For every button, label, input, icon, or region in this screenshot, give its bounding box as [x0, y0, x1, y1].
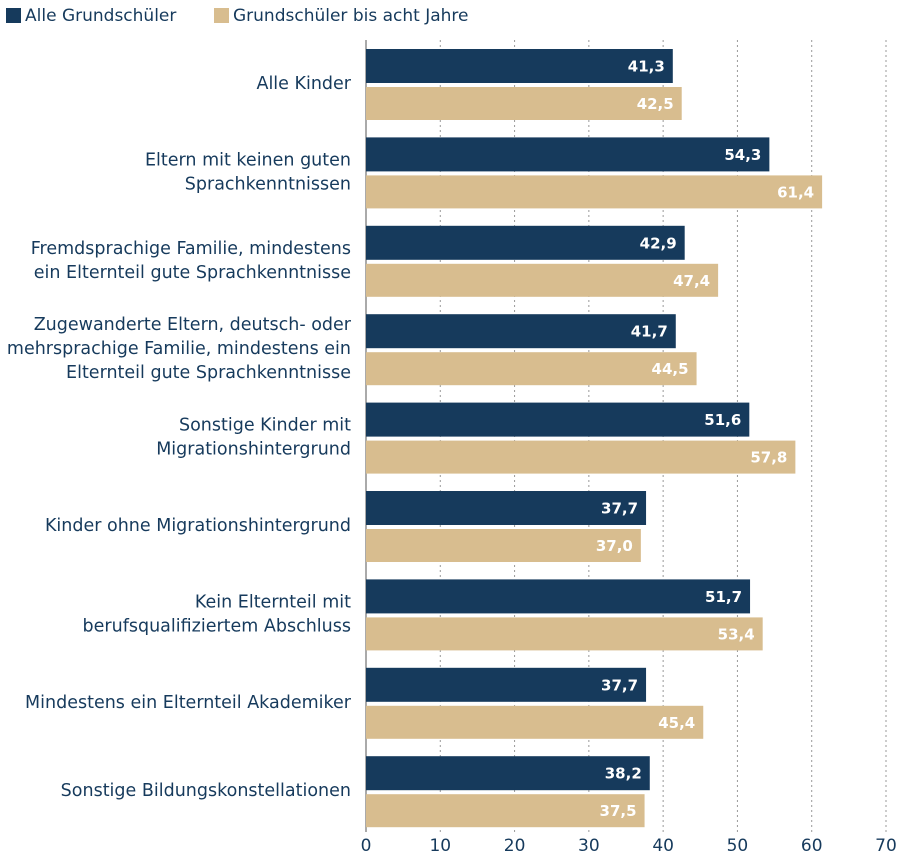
value-label: 51,7: [705, 588, 742, 606]
value-label: 41,3: [628, 58, 665, 76]
value-label: 54,3: [724, 146, 761, 164]
bar: [366, 705, 704, 739]
legend-label: Grundschüler bis acht Jahre: [233, 6, 469, 26]
x-tick-label: 70: [875, 836, 897, 856]
x-tick-label: 20: [504, 836, 526, 856]
value-label: 44,5: [652, 360, 689, 378]
bar: [366, 794, 645, 828]
x-tick-label: 40: [652, 836, 674, 856]
bar: [366, 440, 796, 474]
bar: [366, 617, 763, 651]
legend-swatch: [214, 8, 229, 23]
y-tick-label: Kein Elternteil mit berufsqualifiziertem …: [83, 592, 352, 636]
value-label: 37,7: [601, 500, 638, 518]
value-label: 51,6: [704, 411, 741, 429]
value-label: 57,8: [750, 449, 787, 467]
y-tick-label: Alle Kinder: [256, 74, 351, 94]
x-tick-label: 50: [727, 836, 749, 856]
bar: [366, 667, 647, 702]
value-label: 38,2: [605, 765, 642, 783]
legend-swatch: [6, 8, 21, 23]
bar: [366, 314, 676, 349]
y-tick-label: Sonstige Bildungskonstellationen: [61, 781, 351, 801]
bar: [366, 263, 719, 297]
value-label: 37,7: [601, 676, 638, 694]
x-tick-label: 10: [429, 836, 451, 856]
y-tick-label: Eltern mit keinen guten Sprachkenntnissen: [145, 150, 351, 194]
bar: [366, 529, 641, 562]
y-tick-label: Kinder ohne Migrationshintergrund: [45, 516, 351, 536]
bar: [366, 756, 650, 791]
x-tick-label: 30: [578, 836, 600, 856]
x-tick-label: 60: [801, 836, 823, 856]
x-tick-label: 0: [361, 836, 372, 856]
bar: [366, 579, 751, 614]
y-tick-label: Mindestens ein Elternteil Akademiker: [25, 693, 352, 713]
value-label: 61,4: [777, 183, 814, 201]
bar: [366, 175, 823, 209]
bar: [366, 225, 685, 260]
value-label: 42,5: [637, 95, 674, 113]
value-label: 47,4: [673, 272, 710, 290]
y-tick-label: Sonstige Kinder mit Migrationshintergrund: [156, 416, 351, 460]
bar: [366, 87, 682, 120]
value-label: 37,5: [600, 802, 637, 820]
bar: [366, 352, 697, 386]
value-label: 53,4: [718, 625, 755, 643]
legend-label: Alle Grundschüler: [25, 6, 176, 26]
bar: [366, 137, 770, 172]
y-tick-label: Zugewanderte Eltern, deutsch- oder mehrsp…: [7, 315, 352, 383]
bar: [366, 402, 750, 437]
value-label: 37,0: [596, 537, 633, 555]
bar: [366, 491, 647, 525]
value-label: 41,7: [631, 323, 668, 341]
bar: [366, 49, 673, 83]
y-tick-label: Fremdsprachige Familie, mindestens ein El…: [31, 239, 351, 283]
value-label: 45,4: [658, 714, 695, 732]
value-label: 42,9: [640, 234, 677, 252]
